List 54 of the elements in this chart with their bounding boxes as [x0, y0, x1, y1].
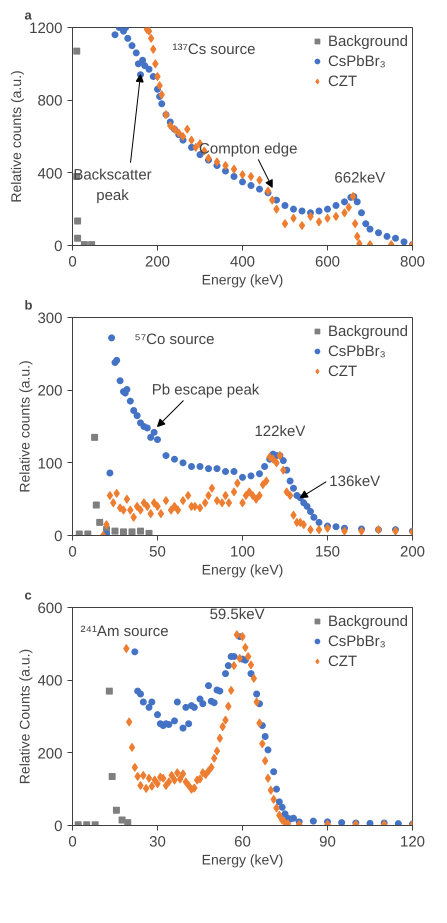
- y-axis-title: Relative Counts (a.u.): [16, 648, 32, 784]
- x-axis-title: Energy (keV): [202, 562, 284, 578]
- y-tick-label: 0: [54, 238, 62, 255]
- legend-label: Background: [328, 322, 408, 340]
- y-tick-label: 400: [37, 165, 63, 182]
- x-tick-label: 800: [400, 254, 426, 270]
- annotation: 122keV: [254, 423, 306, 440]
- legend-label: CsPbBr₃: [328, 632, 386, 650]
- legend-label: CsPbBr₃: [328, 52, 386, 70]
- y-tick-label: 1200: [29, 20, 63, 37]
- annotation: ¹³⁷Cs source: [172, 41, 256, 58]
- annotation: Pb escape peak: [152, 382, 260, 398]
- x-tick-label: 0: [68, 834, 77, 850]
- y-axis-title: Relative counts (a.u.): [8, 70, 24, 203]
- legend-label: CZT: [328, 652, 358, 670]
- x-tick-label: 200: [400, 544, 426, 560]
- legend-label: CZT: [328, 362, 358, 380]
- chart-title: b: [24, 298, 32, 312]
- x-tick-label: 30: [149, 834, 166, 850]
- x-axis-title: Energy (keV): [202, 852, 284, 868]
- x-tick-label: 90: [319, 834, 336, 850]
- y-tick-label: 200: [37, 745, 63, 762]
- chart-title: c: [24, 588, 32, 602]
- y-tick-label: 300: [37, 310, 63, 327]
- legend-label: Background: [328, 612, 408, 630]
- annotation: Backscatter peak: [73, 166, 152, 204]
- annotation: 662keV: [334, 169, 386, 186]
- y-tick-label: 600: [37, 600, 63, 617]
- annotation: 136keV: [329, 473, 380, 490]
- x-axis-title: Energy (keV): [202, 272, 284, 288]
- y-tick-label: 0: [54, 528, 62, 545]
- x-tick-label: 50: [149, 544, 166, 560]
- x-tick-label: 100: [230, 544, 256, 560]
- y-tick-label: 400: [37, 672, 63, 690]
- y-tick-label: 100: [37, 455, 63, 472]
- y-tick-label: 800: [37, 92, 63, 110]
- x-tick-label: 600: [314, 254, 340, 270]
- y-tick-label: 0: [54, 818, 62, 835]
- x-tick-label: 0: [68, 254, 77, 270]
- x-tick-label: 60: [234, 834, 251, 850]
- y-axis-title: Relative counts (a.u.): [16, 360, 32, 493]
- x-tick-label: 150: [314, 544, 340, 560]
- legend-label: CsPbBr₃: [328, 342, 386, 360]
- x-tick-label: 0: [68, 544, 77, 560]
- x-tick-label: 400: [230, 254, 256, 270]
- annotation: ⁵⁷Co source: [134, 331, 215, 348]
- legend-label: CZT: [328, 72, 358, 90]
- annotation: 59.5keV: [210, 606, 265, 623]
- chart-title: a: [24, 8, 32, 22]
- legend-label: Background: [328, 32, 408, 50]
- y-tick-label: 200: [37, 382, 63, 400]
- x-tick-label: 200: [144, 254, 170, 270]
- x-tick-label: 120: [400, 834, 426, 850]
- annotation: ²⁴¹Am source: [80, 623, 169, 640]
